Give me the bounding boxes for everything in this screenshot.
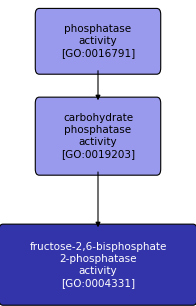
Text: phosphatase
activity
[GO:0016791]: phosphatase activity [GO:0016791]: [61, 24, 135, 58]
FancyBboxPatch shape: [35, 9, 161, 74]
Text: carbohydrate
phosphatase
activity
[GO:0019203]: carbohydrate phosphatase activity [GO:00…: [61, 113, 135, 159]
Text: fructose-2,6-bisphosphate
2-phosphatase
activity
[GO:0004331]: fructose-2,6-bisphosphate 2-phosphatase …: [29, 242, 167, 288]
FancyBboxPatch shape: [35, 97, 161, 175]
FancyBboxPatch shape: [0, 224, 196, 305]
